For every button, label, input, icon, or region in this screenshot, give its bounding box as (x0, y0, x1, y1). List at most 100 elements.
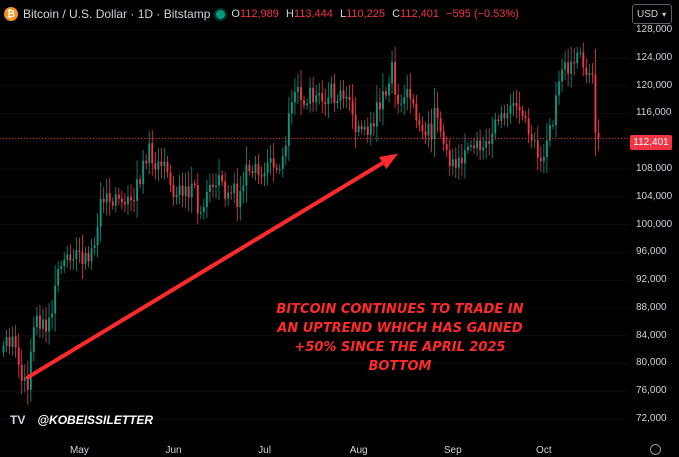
candle (479, 129, 482, 160)
candle-body (202, 207, 205, 212)
candle (136, 160, 139, 218)
candle (558, 70, 560, 105)
candle (39, 304, 41, 339)
candle (111, 197, 114, 210)
symbol-title[interactable]: Bitcoin / U.S. Dollar · 1D · Bitstamp (23, 7, 211, 21)
candle (154, 152, 157, 180)
candle-body (336, 100, 339, 103)
candle-body (120, 198, 123, 203)
candle-body (564, 62, 567, 70)
candle (488, 128, 491, 156)
candle (409, 73, 412, 114)
candle-body (306, 103, 309, 106)
candle-body (287, 113, 290, 147)
x-tick-label: Jun (165, 445, 182, 456)
candle-body (524, 116, 527, 119)
candle (542, 143, 545, 174)
candle (175, 186, 178, 205)
candle (327, 82, 330, 119)
candle-body (409, 89, 412, 99)
currency-button[interactable]: USD ▾ (632, 4, 672, 24)
candle (579, 47, 582, 58)
candle-body (136, 179, 139, 201)
candle-body (330, 83, 333, 98)
candle (221, 170, 224, 186)
candle-body (345, 96, 348, 99)
candle (102, 186, 105, 213)
candle (433, 87, 436, 158)
candle (29, 338, 32, 402)
candle-body (127, 196, 129, 205)
candle (57, 261, 60, 293)
candle (260, 166, 263, 185)
candle-body (90, 248, 93, 262)
candle (254, 155, 257, 181)
candle-body (72, 259, 75, 261)
candle (303, 95, 305, 110)
candle (351, 84, 354, 130)
candle (123, 193, 126, 213)
candle-body (39, 315, 41, 329)
candle (445, 136, 448, 157)
candle-body (221, 175, 224, 182)
candle-body (102, 198, 105, 203)
candle-body (397, 94, 400, 104)
candle (521, 105, 524, 121)
candle (463, 133, 466, 179)
candle-body (375, 102, 378, 127)
low-value: 110,225 (346, 8, 386, 20)
candle-body (245, 164, 248, 186)
candle (35, 306, 38, 336)
candle-body (63, 259, 66, 267)
candle-body (579, 52, 582, 54)
candle (372, 112, 375, 137)
candle-body (424, 131, 427, 136)
candle-body (196, 184, 199, 214)
candle (378, 88, 381, 122)
candle-body (69, 254, 72, 261)
candle-body (582, 52, 585, 68)
candle-body (591, 73, 594, 75)
candle (96, 213, 99, 258)
candle (539, 145, 542, 172)
candle (597, 119, 600, 151)
candle-body (321, 93, 324, 102)
gear-icon[interactable] (650, 444, 661, 455)
open-label: O (231, 8, 240, 20)
candle (224, 172, 227, 207)
candle-body (187, 186, 190, 198)
candle (133, 187, 135, 213)
candle-body (503, 113, 506, 119)
candle (439, 111, 442, 138)
candle-body (297, 86, 299, 92)
candle-body (372, 123, 375, 127)
candle (117, 187, 120, 206)
candle-body (378, 102, 381, 110)
candle (84, 246, 87, 270)
candle-body (117, 194, 120, 199)
candle-body (309, 87, 312, 104)
candle (467, 142, 469, 155)
candle-body (123, 202, 126, 205)
candle-body (87, 252, 90, 262)
candle (482, 136, 485, 160)
ohlc-legend: O112,989 H113,444 L110,225 C112,401 −595… (231, 8, 522, 20)
candle-body (555, 95, 557, 126)
candle (545, 122, 548, 173)
candle-body (233, 183, 236, 194)
candle-body (199, 211, 202, 214)
candle-body (497, 119, 500, 121)
candle-body (111, 201, 114, 206)
candle (272, 142, 275, 182)
candle-body (542, 157, 545, 162)
candle-body (418, 120, 421, 126)
candle (375, 85, 378, 142)
candle (281, 147, 284, 178)
candle-body (5, 337, 8, 347)
candle (518, 91, 521, 124)
candle (169, 164, 172, 192)
candle (436, 91, 439, 133)
candle-body (312, 87, 315, 103)
candle (263, 162, 266, 187)
